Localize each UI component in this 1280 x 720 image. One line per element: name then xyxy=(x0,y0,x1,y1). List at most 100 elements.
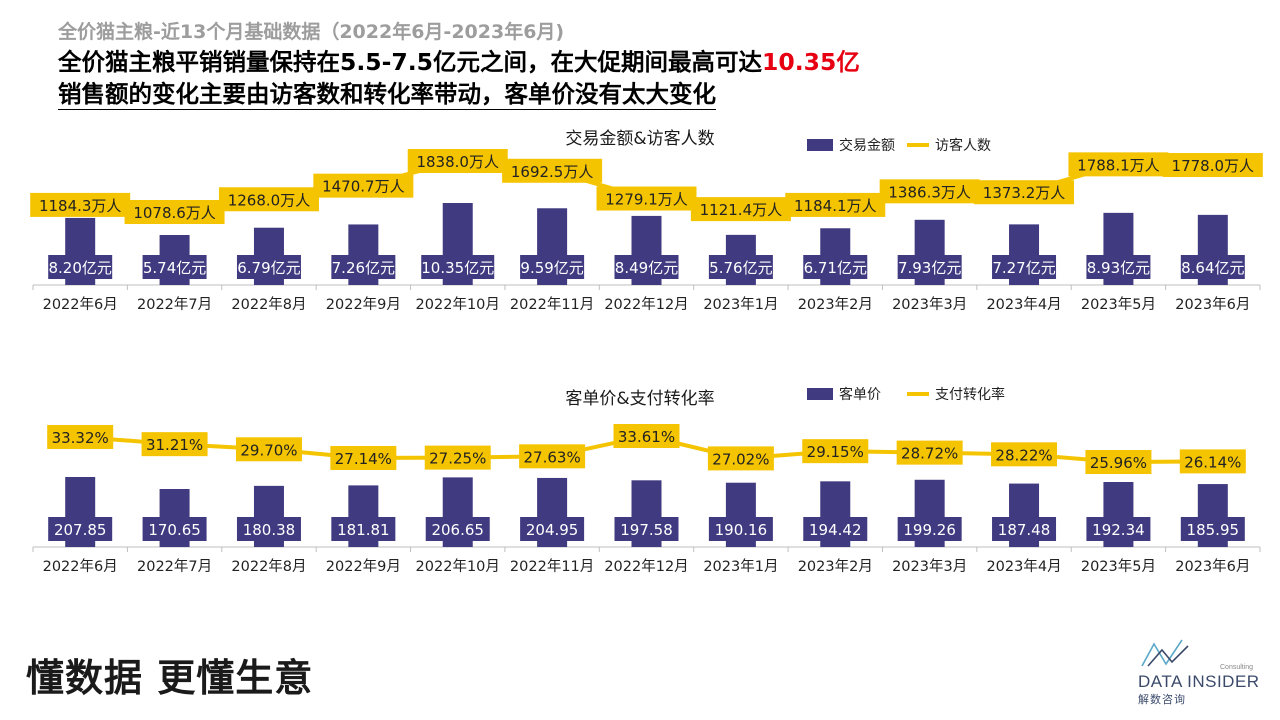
bar-value-label: 206.65 xyxy=(431,521,484,539)
bar-label-box xyxy=(992,255,1057,279)
line-value-label: 27.63% xyxy=(524,448,581,466)
line-label-box xyxy=(1085,450,1152,474)
legend-bar-swatch xyxy=(807,388,833,400)
x-tick-label: 2022年7月 xyxy=(137,558,212,575)
bar-value-label: 192.34 xyxy=(1092,521,1145,539)
line-label-box xyxy=(896,440,963,465)
line-value-label: 1184.3万人 xyxy=(39,197,122,215)
bar-value-label: 180.38 xyxy=(243,521,296,539)
bar-value-label: 8.20亿元 xyxy=(48,259,111,277)
line-value-label: 1268.0万人 xyxy=(228,191,311,209)
bar-value-label: 6.71亿元 xyxy=(804,259,867,277)
x-tick-label: 2023年5月 xyxy=(1081,296,1156,313)
x-tick-label: 2023年2月 xyxy=(798,296,873,313)
bar-label-box xyxy=(1180,517,1245,541)
line-value-label: 29.70% xyxy=(240,441,297,459)
bar-value-label: 187.48 xyxy=(998,521,1051,539)
bar-label-box xyxy=(142,255,207,279)
line-value-label: 28.22% xyxy=(995,446,1052,464)
line-value-label: 1386.3万人 xyxy=(888,183,971,201)
line-value-label: 1788.1万人 xyxy=(1077,156,1160,174)
bar-label-box xyxy=(142,517,207,541)
x-tick-label: 2022年7月 xyxy=(137,296,212,313)
line-label-box xyxy=(235,437,302,462)
line-value-label: 1838.0万人 xyxy=(416,153,499,171)
line-value-label: 1184.1万人 xyxy=(794,197,877,215)
bar-value-label: 7.27亿元 xyxy=(992,259,1055,277)
x-tick-label: 2023年3月 xyxy=(892,296,967,313)
bar-value-label: 199.26 xyxy=(903,521,956,539)
bar-label-box xyxy=(520,255,585,279)
line-value-label: 26.14% xyxy=(1184,453,1241,471)
line-label-box xyxy=(519,444,586,469)
logo-consulting: Consulting xyxy=(1220,664,1254,671)
bar-label-box xyxy=(425,517,490,541)
line-label-box xyxy=(785,192,886,217)
line-label-box xyxy=(613,424,680,448)
headline: 全价猫主粮平销销量保持在5.5-7.5亿元之间，在大促期间最高可达10.35亿 … xyxy=(58,46,860,110)
line-label-box xyxy=(502,158,603,183)
bar-value-label: 194.42 xyxy=(809,521,862,539)
legend-bar-swatch xyxy=(807,139,833,151)
bar-value-label: 197.58 xyxy=(620,521,673,539)
bar-value-label: 185.95 xyxy=(1187,521,1240,539)
line-label-box xyxy=(1068,152,1169,177)
line-value-label: 27.02% xyxy=(712,450,769,468)
bar-label-box xyxy=(236,517,301,541)
x-tick-label: 2022年10月 xyxy=(416,558,500,575)
x-tick-label: 2022年8月 xyxy=(231,558,306,575)
bar-value-label: 6.79亿元 xyxy=(237,259,300,277)
x-tick-label: 2022年12月 xyxy=(604,558,688,575)
bar-value-label: 5.74亿元 xyxy=(143,259,206,277)
line-label-box xyxy=(424,445,491,470)
bar-label-box xyxy=(897,517,962,541)
chart-title: 交易金额&访客人数 xyxy=(565,129,714,149)
x-tick-label: 2023年4月 xyxy=(986,558,1061,575)
line-value-label: 1078.6万人 xyxy=(133,204,216,222)
line-label-box xyxy=(690,197,791,222)
bar-value-label: 8.93亿元 xyxy=(1087,259,1150,277)
line-value-label: 1778.0万人 xyxy=(1172,157,1255,175)
bar-value-label: 7.26亿元 xyxy=(332,259,395,277)
bar-value-label: 181.81 xyxy=(337,521,390,539)
line-label-box xyxy=(974,180,1075,205)
chart-sales-visitors: 交易金额&访客人数 交易金额 访客人数 8.20亿元 5.74亿元 6.79亿元 7.26亿… xyxy=(30,129,1263,313)
line-value-label: 1279.1万人 xyxy=(605,191,688,209)
x-tick-label: 2023年6月 xyxy=(1175,558,1250,575)
line-label-box xyxy=(1179,449,1246,474)
x-tick-label: 2023年6月 xyxy=(1175,296,1250,313)
footer-slogan: 懂数据 更懂生意 xyxy=(26,656,314,700)
bar-label-box xyxy=(1180,255,1245,279)
bar-value-label: 8.49亿元 xyxy=(615,259,678,277)
x-tick-label: 2022年6月 xyxy=(43,296,118,313)
x-tick-label: 2022年9月 xyxy=(326,558,401,575)
bar-value-label: 190.16 xyxy=(715,521,768,539)
logo-subtitle: 解数咨询 xyxy=(1138,693,1186,706)
line-label-box xyxy=(30,192,131,217)
bar-label-box xyxy=(614,517,679,541)
x-tick-label: 2022年6月 xyxy=(43,558,118,575)
bar-label-box xyxy=(421,255,495,279)
bar-label-box xyxy=(1086,255,1151,279)
x-tick-label: 2022年11月 xyxy=(510,296,594,313)
legend-line-label: 支付转化率 xyxy=(935,386,1005,403)
line-label-box xyxy=(313,173,414,198)
line-label-box xyxy=(596,186,697,211)
line-value-label: 1470.7万人 xyxy=(322,178,405,196)
line-label-box xyxy=(707,446,774,471)
chart-aov-conversion: 客单价&支付转化率 客单价 支付转化率 207.85 170.65 180.38 181.8… xyxy=(32,386,1261,575)
bar-label-box xyxy=(803,517,868,541)
x-tick-label: 2023年1月 xyxy=(703,296,778,313)
page-supertitle: 全价猫主粮-近13个月基础数据（2022年6月-2023年6月) xyxy=(58,21,565,43)
x-tick-label: 2023年5月 xyxy=(1081,558,1156,575)
bar-label-box xyxy=(992,517,1057,541)
x-tick-label: 2022年11月 xyxy=(510,558,594,575)
logo-name: DATA INSIDER xyxy=(1138,672,1260,691)
chart-title: 客单价&支付转化率 xyxy=(565,389,714,409)
bar-value-label: 5.76亿元 xyxy=(709,259,772,277)
x-tick-label: 2023年4月 xyxy=(986,296,1061,313)
headline-line-1-text: 全价猫主粮平销销量保持在5.5-7.5亿元之间，在大促期间最高可达 xyxy=(58,48,763,76)
bar-label-box xyxy=(1086,517,1151,541)
x-tick-label: 2023年2月 xyxy=(798,558,873,575)
bar-value-label: 7.93亿元 xyxy=(898,259,961,277)
